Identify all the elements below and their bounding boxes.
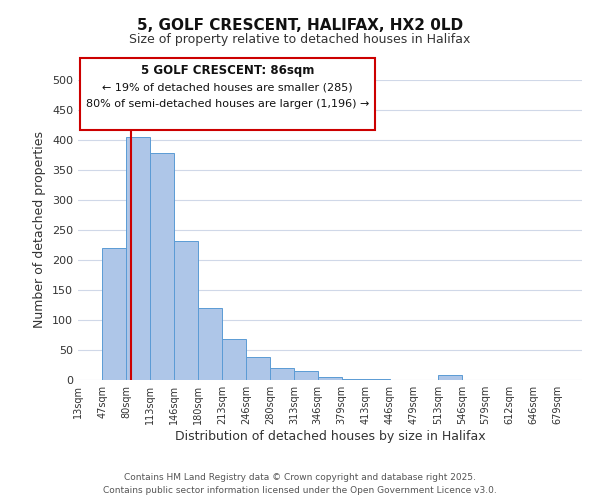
Text: 5 GOLF CRESCENT: 86sqm: 5 GOLF CRESCENT: 86sqm bbox=[141, 64, 314, 77]
Text: Size of property relative to detached houses in Halifax: Size of property relative to detached ho… bbox=[130, 32, 470, 46]
Bar bbox=[318, 377, 341, 380]
Text: 80% of semi-detached houses are larger (1,196) →: 80% of semi-detached houses are larger (… bbox=[86, 99, 369, 109]
Bar bbox=[198, 308, 222, 380]
Text: Contains public sector information licensed under the Open Government Licence v3: Contains public sector information licen… bbox=[103, 486, 497, 495]
Bar bbox=[270, 368, 294, 380]
Bar bbox=[222, 339, 246, 380]
Y-axis label: Number of detached properties: Number of detached properties bbox=[34, 132, 46, 328]
Text: Contains HM Land Registry data © Crown copyright and database right 2025.: Contains HM Land Registry data © Crown c… bbox=[124, 474, 476, 482]
Bar bbox=[246, 357, 270, 380]
Bar bbox=[103, 248, 126, 380]
Bar bbox=[174, 241, 198, 380]
Bar bbox=[150, 153, 174, 380]
Bar bbox=[366, 379, 390, 380]
Bar bbox=[126, 137, 150, 380]
Bar bbox=[341, 379, 366, 380]
Bar bbox=[294, 371, 318, 380]
Text: ← 19% of detached houses are smaller (285): ← 19% of detached houses are smaller (28… bbox=[102, 82, 353, 92]
Bar bbox=[438, 375, 462, 380]
X-axis label: Distribution of detached houses by size in Halifax: Distribution of detached houses by size … bbox=[175, 430, 485, 443]
Text: 5, GOLF CRESCENT, HALIFAX, HX2 0LD: 5, GOLF CRESCENT, HALIFAX, HX2 0LD bbox=[137, 18, 463, 32]
